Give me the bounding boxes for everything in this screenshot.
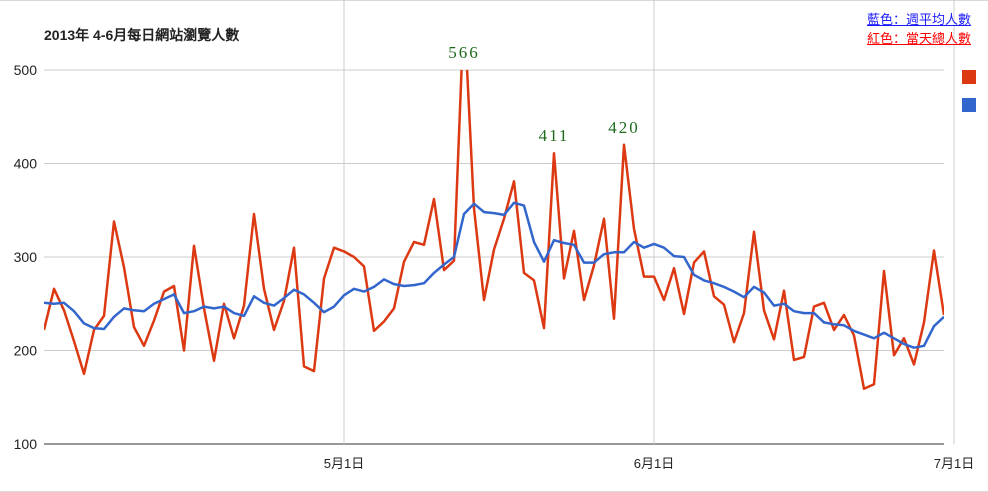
x-tick-label: 6月1日 [634, 456, 674, 471]
x-tick-label: 7月1日 [934, 456, 974, 471]
axis-labels: 100 200 300 400 500 5月1日 6月1日 7月1日 [14, 62, 975, 471]
y-tick-label: 100 [14, 436, 38, 452]
peak-label: 566 [448, 43, 480, 62]
annotation-red-label: 紅色：當天總人數 [866, 31, 971, 46]
chart-title: 2013年 4-6月每日網站瀏覽人數 [44, 27, 240, 43]
y-tick-label: 200 [14, 343, 38, 359]
series-line-red [44, 70, 944, 391]
series-line-blue [44, 201, 944, 349]
annotation-blue-label: 藍色：週平均人數 [866, 12, 971, 27]
x-tick-label: 5月1日 [324, 456, 364, 471]
legend-swatch-blue [962, 98, 976, 112]
legend-swatch-red [962, 70, 976, 84]
annotation-box: 藍色：週平均人數 紅色：當天總人數 [845, 10, 971, 48]
y-tick-label: 400 [14, 156, 38, 172]
peak-label: 411 [539, 126, 570, 145]
grid-layer [44, 0, 955, 445]
peak-labels: 566 411 420 [448, 43, 640, 145]
series-layer [44, 70, 944, 391]
y-tick-label: 500 [14, 62, 38, 78]
peak-label: 420 [608, 118, 640, 137]
y-tick-label: 300 [14, 249, 38, 265]
